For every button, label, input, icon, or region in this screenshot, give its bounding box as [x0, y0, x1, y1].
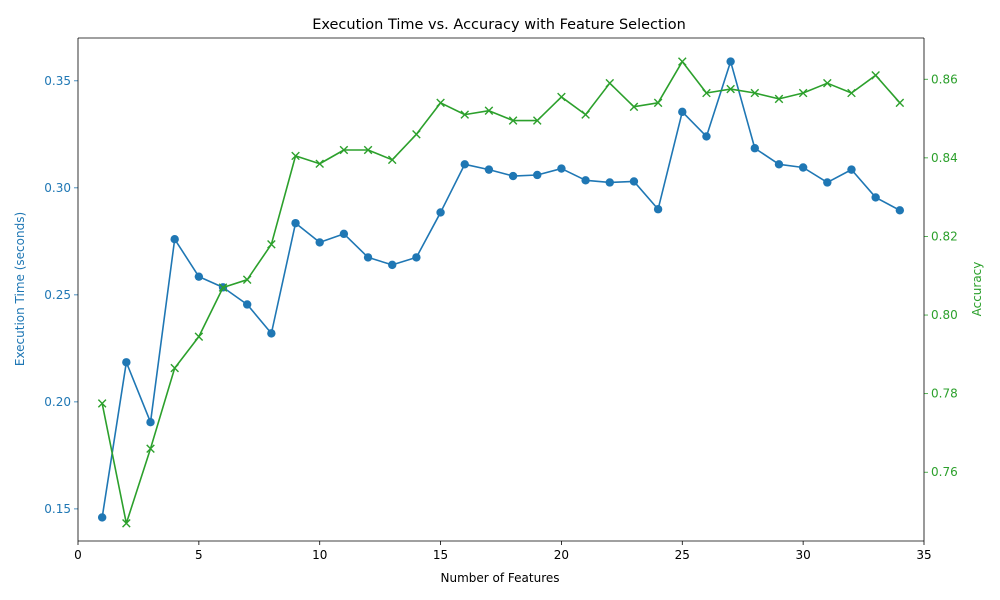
- data-point: [557, 164, 566, 173]
- data-point: [895, 206, 905, 215]
- right-tick-label: 0.80: [931, 308, 958, 322]
- data-point: [267, 329, 276, 338]
- data-point: [339, 145, 349, 155]
- data-point: [581, 176, 590, 185]
- data-point: [97, 399, 107, 408]
- plot-area: 0 5 10 15 20 25 30 35 0.15 0.20 0.25 0.30 0.35 0.76 0.…: [44, 37, 958, 562]
- data-point: [436, 98, 445, 108]
- data-point: [847, 88, 856, 98]
- data-point: [871, 71, 880, 80]
- right-tick-label: 0.84: [931, 151, 958, 165]
- right-tick-label: 0.76: [931, 465, 958, 479]
- data-point: [122, 358, 131, 367]
- series-right: [97, 57, 905, 528]
- data-point: [170, 235, 179, 244]
- data-point: [484, 165, 494, 174]
- left-tick-label: 0.15: [44, 502, 71, 516]
- data-point: [605, 78, 615, 88]
- data-point: [97, 513, 107, 522]
- data-point: [146, 418, 155, 427]
- data-point: [194, 272, 204, 281]
- data-point: [146, 444, 155, 453]
- data-point: [653, 205, 663, 214]
- x-tick-label: 10: [312, 548, 327, 562]
- data-point: [750, 88, 760, 98]
- x-axis-title: Number of Features: [441, 571, 560, 585]
- x-tick-label: 20: [554, 548, 569, 562]
- data-point: [726, 57, 735, 66]
- data-point: [412, 129, 421, 139]
- data-point: [823, 178, 832, 187]
- data-point: [122, 519, 131, 528]
- x-tick-label: 30: [796, 548, 811, 562]
- data-point: [629, 102, 639, 112]
- series-line-left: [101, 60, 901, 518]
- right-tick-label: 0.86: [931, 72, 958, 86]
- data-point: [774, 160, 784, 169]
- right-tick-label: 0.78: [931, 387, 958, 401]
- data-point: [363, 253, 373, 262]
- data-point: [629, 177, 639, 186]
- data-point: [170, 363, 179, 373]
- chart-title: Execution Time vs. Accuracy with Feature…: [312, 17, 686, 33]
- data-point: [243, 300, 252, 309]
- data-point: [315, 159, 325, 169]
- data-point: [436, 208, 445, 217]
- data-point: [823, 78, 832, 88]
- data-point: [508, 116, 518, 125]
- x-tick-label: 35: [916, 548, 931, 562]
- x-tick-label: 5: [195, 548, 203, 562]
- x-tick-label: 15: [433, 548, 448, 562]
- right-tick-label: 0.82: [931, 229, 958, 243]
- data-point: [412, 253, 421, 262]
- data-point: [774, 94, 784, 104]
- data-point: [339, 229, 349, 239]
- right-axis-title: Accuracy: [970, 262, 984, 317]
- data-point: [267, 240, 276, 249]
- data-point: [847, 165, 856, 174]
- data-point: [798, 163, 808, 172]
- data-point: [508, 171, 518, 181]
- left-tick-label: 0.35: [44, 74, 71, 88]
- data-point: [750, 144, 759, 153]
- data-point: [194, 332, 204, 341]
- data-point: [557, 92, 566, 102]
- data-point: [895, 98, 905, 108]
- data-point: [291, 151, 300, 161]
- data-point: [605, 178, 614, 187]
- data-point: [871, 193, 880, 202]
- left-tick-label: 0.25: [44, 288, 71, 302]
- data-point: [460, 110, 470, 119]
- series-line-right: [101, 60, 901, 525]
- data-point: [291, 218, 300, 228]
- data-point: [484, 106, 494, 115]
- data-point: [242, 275, 252, 284]
- data-point: [798, 88, 808, 98]
- data-point: [653, 98, 663, 108]
- left-tick-label: 0.30: [44, 181, 71, 195]
- data-point: [388, 260, 397, 270]
- data-point: [315, 238, 324, 247]
- data-point: [677, 57, 687, 66]
- left-tick-label: 0.20: [44, 395, 71, 409]
- data-point: [678, 107, 687, 117]
- data-point: [581, 110, 590, 119]
- left-axis-title: Execution Time (seconds): [13, 212, 27, 366]
- x-tick-label: 0: [74, 548, 82, 562]
- data-point: [387, 155, 397, 165]
- data-point: [533, 170, 542, 180]
- data-point: [532, 116, 542, 125]
- data-point: [702, 88, 711, 98]
- data-point: [726, 84, 735, 94]
- x-tick-label: 25: [675, 548, 690, 562]
- data-point: [218, 283, 228, 292]
- data-point: [702, 132, 711, 141]
- data-point: [460, 160, 469, 169]
- series-left: [97, 57, 905, 522]
- data-point: [363, 145, 373, 155]
